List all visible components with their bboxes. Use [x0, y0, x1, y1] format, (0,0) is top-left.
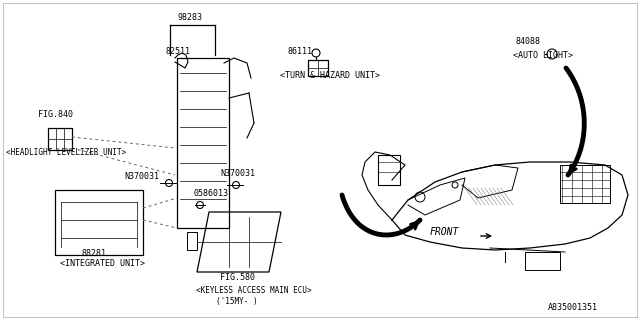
Bar	[187, 232, 197, 250]
Bar	[48, 128, 72, 150]
Text: 98283: 98283	[178, 13, 203, 22]
Text: <INTEGRATED UNIT>: <INTEGRATED UNIT>	[60, 259, 145, 268]
Text: 88281: 88281	[82, 249, 107, 258]
Text: A835001351: A835001351	[548, 303, 598, 312]
Text: FIG.840: FIG.840	[38, 110, 73, 119]
Text: 82511: 82511	[165, 47, 190, 56]
Bar	[308, 60, 328, 76]
Text: FRONT: FRONT	[430, 227, 460, 237]
Text: <KEYLESS ACCESS MAIN ECU>: <KEYLESS ACCESS MAIN ECU>	[196, 286, 312, 295]
Bar	[378, 155, 400, 185]
Bar	[560, 165, 610, 203]
Text: FIG.580: FIG.580	[220, 273, 255, 282]
Bar	[525, 252, 560, 270]
Text: 86111: 86111	[287, 47, 312, 56]
Text: ('15MY- ): ('15MY- )	[216, 297, 258, 306]
Text: N370031: N370031	[220, 169, 255, 178]
Text: <AUTO LIGHT>: <AUTO LIGHT>	[513, 51, 573, 60]
Text: N370031: N370031	[124, 172, 159, 181]
Bar	[177, 58, 229, 228]
Text: <TURN & HAZARD UNIT>: <TURN & HAZARD UNIT>	[280, 71, 380, 80]
Bar	[55, 190, 143, 255]
Text: <HEADLIGHT LEVELIZER UNIT>: <HEADLIGHT LEVELIZER UNIT>	[6, 148, 126, 157]
Text: 0586013: 0586013	[193, 189, 228, 198]
Text: 84088: 84088	[515, 37, 540, 46]
